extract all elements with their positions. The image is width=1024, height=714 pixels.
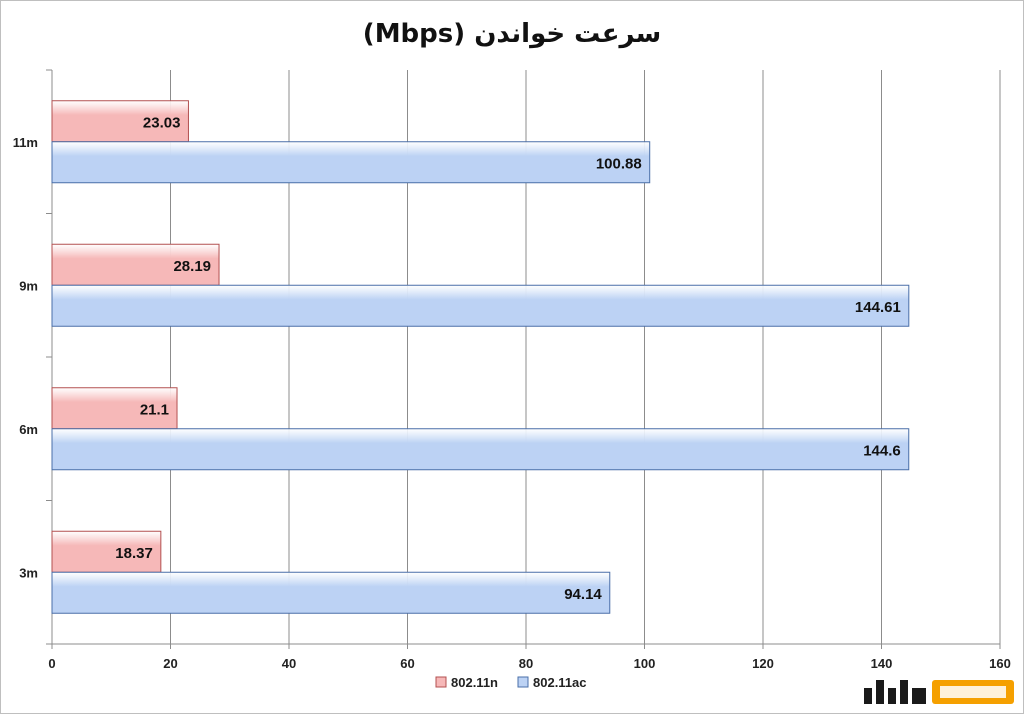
legend-label: 802.11n	[451, 675, 498, 690]
data-label: 94.14	[564, 586, 602, 603]
legend-swatch	[435, 676, 447, 688]
data-label: 100.88	[596, 155, 642, 172]
x-tick-label: 20	[163, 656, 177, 671]
bar-802.11ac-9m	[51, 284, 910, 327]
x-tick-label: 80	[519, 656, 533, 671]
data-label: 18.37	[115, 545, 153, 562]
data-label: 23.03	[143, 114, 181, 131]
y-tick-label: 6m	[19, 422, 38, 437]
bar-802.11ac-6m	[51, 428, 910, 471]
x-tick-label: 40	[282, 656, 296, 671]
bar-802.11n-6m	[51, 387, 178, 430]
legend-swatch	[517, 676, 529, 688]
y-tick-label: 9m	[19, 278, 38, 293]
data-label: 144.61	[855, 299, 901, 316]
x-tick-label: 0	[48, 656, 55, 671]
bar-802.11ac-3m	[51, 571, 611, 614]
x-tick-label: 140	[871, 656, 893, 671]
bar-802.11n-3m	[51, 530, 162, 573]
bar-802.11ac-11m	[51, 141, 651, 184]
data-label: 21.1	[140, 401, 169, 418]
bar-802.11n-11m	[51, 100, 189, 143]
x-tick-label: 120	[752, 656, 774, 671]
x-tick-label: 60	[400, 656, 414, 671]
data-label: 144.6	[863, 442, 901, 459]
bar-802.11n-9m	[51, 243, 220, 286]
y-tick-label: 3m	[19, 565, 38, 580]
x-tick-label: 100	[634, 656, 656, 671]
chart-title: سرعت خواندن (Mbps)	[363, 19, 661, 49]
x-tick-label: 160	[989, 656, 1011, 671]
data-label: 28.19	[173, 258, 211, 275]
site-logo	[858, 672, 1018, 710]
legend-label: 802.11ac	[533, 675, 587, 690]
y-tick-label: 11m	[13, 135, 38, 150]
